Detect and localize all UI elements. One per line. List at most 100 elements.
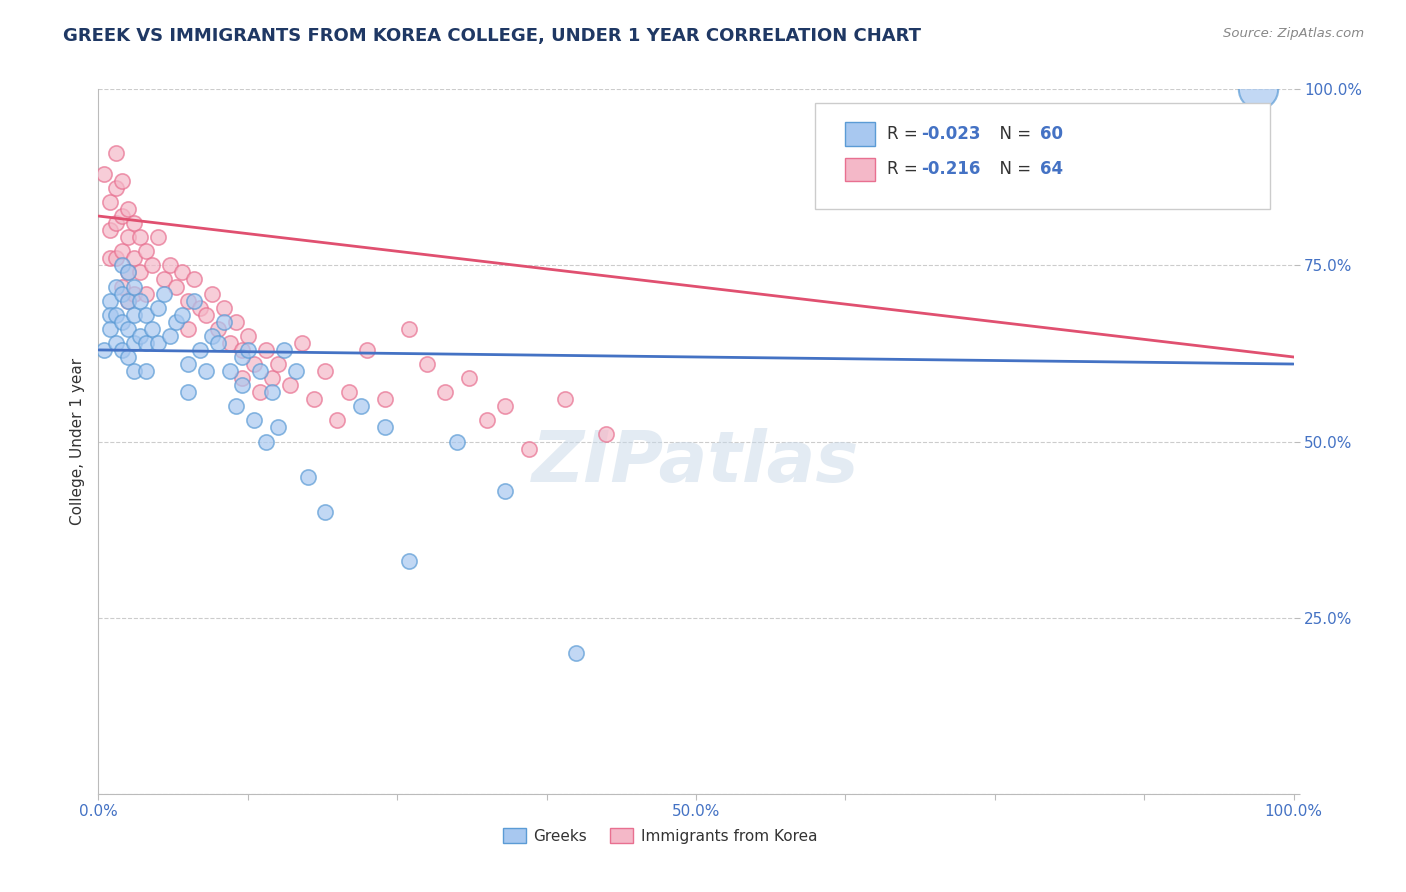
Point (302, 392, 325, 407)
Point (135, 364, 157, 378)
Point (231, 378, 253, 392)
Point (111, 286, 134, 301)
Text: 60: 60 (1040, 125, 1063, 143)
Point (93, 343, 115, 357)
Point (124, 286, 146, 301)
Point (135, 244, 157, 259)
Point (111, 259, 134, 273)
Point (446, 434, 468, 449)
Point (177, 293, 200, 308)
Point (398, 554, 420, 568)
Point (177, 322, 200, 336)
Point (254, 343, 277, 357)
Point (148, 230, 170, 244)
Text: R =: R = (887, 160, 924, 178)
Point (117, 265, 139, 279)
Point (111, 279, 134, 293)
Point (117, 202, 139, 216)
Point (231, 371, 253, 385)
Point (98, 252, 122, 266)
Point (231, 350, 253, 364)
Y-axis label: College, Under 1 year: College, Under 1 year (69, 358, 84, 525)
Point (326, 413, 349, 427)
Point (225, 399, 247, 413)
Point (111, 244, 134, 259)
Text: -0.216: -0.216 (921, 160, 980, 178)
Point (494, 483, 516, 498)
Point (219, 335, 242, 350)
Bar (845, 122, 876, 145)
Point (291, 335, 314, 350)
Point (195, 364, 218, 378)
Point (105, 181, 128, 195)
Point (105, 335, 128, 350)
Point (165, 279, 187, 293)
Point (105, 308, 128, 322)
Point (111, 343, 134, 357)
Point (135, 308, 157, 322)
Point (153, 272, 176, 286)
Point (159, 259, 181, 273)
Point (249, 385, 271, 400)
Point (207, 335, 229, 350)
Point (188, 301, 211, 315)
Point (98, 223, 122, 237)
Point (124, 364, 146, 378)
Point (141, 322, 163, 336)
Text: N =: N = (988, 160, 1036, 178)
Point (236, 343, 259, 357)
Point (195, 308, 218, 322)
Point (212, 301, 235, 315)
Point (117, 350, 139, 364)
Legend: Greeks, Immigrants from Korea: Greeks, Immigrants from Korea (496, 822, 824, 850)
Point (172, 265, 194, 279)
Point (98, 322, 122, 336)
Point (124, 252, 146, 266)
Point (236, 328, 259, 343)
Point (111, 315, 134, 329)
Point (475, 413, 498, 427)
Point (267, 357, 290, 371)
Point (315, 364, 337, 378)
Point (111, 209, 134, 223)
Point (219, 364, 242, 378)
Point (249, 364, 271, 378)
Point (98, 308, 122, 322)
Text: -0.023: -0.023 (921, 125, 980, 143)
Point (374, 392, 396, 407)
Point (225, 315, 247, 329)
Point (148, 335, 170, 350)
Point (177, 385, 200, 400)
Point (117, 322, 139, 336)
Point (135, 286, 157, 301)
Point (254, 434, 277, 449)
Point (129, 328, 152, 343)
Point (434, 385, 457, 400)
Point (207, 322, 229, 336)
Point (595, 427, 617, 442)
FancyBboxPatch shape (815, 103, 1270, 209)
Point (494, 399, 516, 413)
Point (243, 357, 266, 371)
Bar (845, 158, 876, 181)
Point (124, 279, 146, 293)
Point (356, 343, 378, 357)
Point (159, 328, 181, 343)
Point (117, 293, 139, 308)
Point (124, 335, 146, 350)
Point (278, 378, 301, 392)
Point (212, 315, 235, 329)
Point (188, 343, 211, 357)
Point (565, 646, 588, 660)
Point (374, 420, 396, 434)
Point (93, 167, 115, 181)
Point (135, 335, 157, 350)
Text: GREEK VS IMMIGRANTS FROM KOREA COLLEGE, UNDER 1 YEAR CORRELATION CHART: GREEK VS IMMIGRANTS FROM KOREA COLLEGE, … (63, 27, 921, 45)
Point (177, 357, 200, 371)
Text: Source: ZipAtlas.com: Source: ZipAtlas.com (1223, 27, 1364, 40)
Text: 64: 64 (1040, 160, 1063, 178)
Point (243, 413, 266, 427)
Point (231, 343, 253, 357)
Point (117, 293, 139, 308)
Point (201, 328, 224, 343)
